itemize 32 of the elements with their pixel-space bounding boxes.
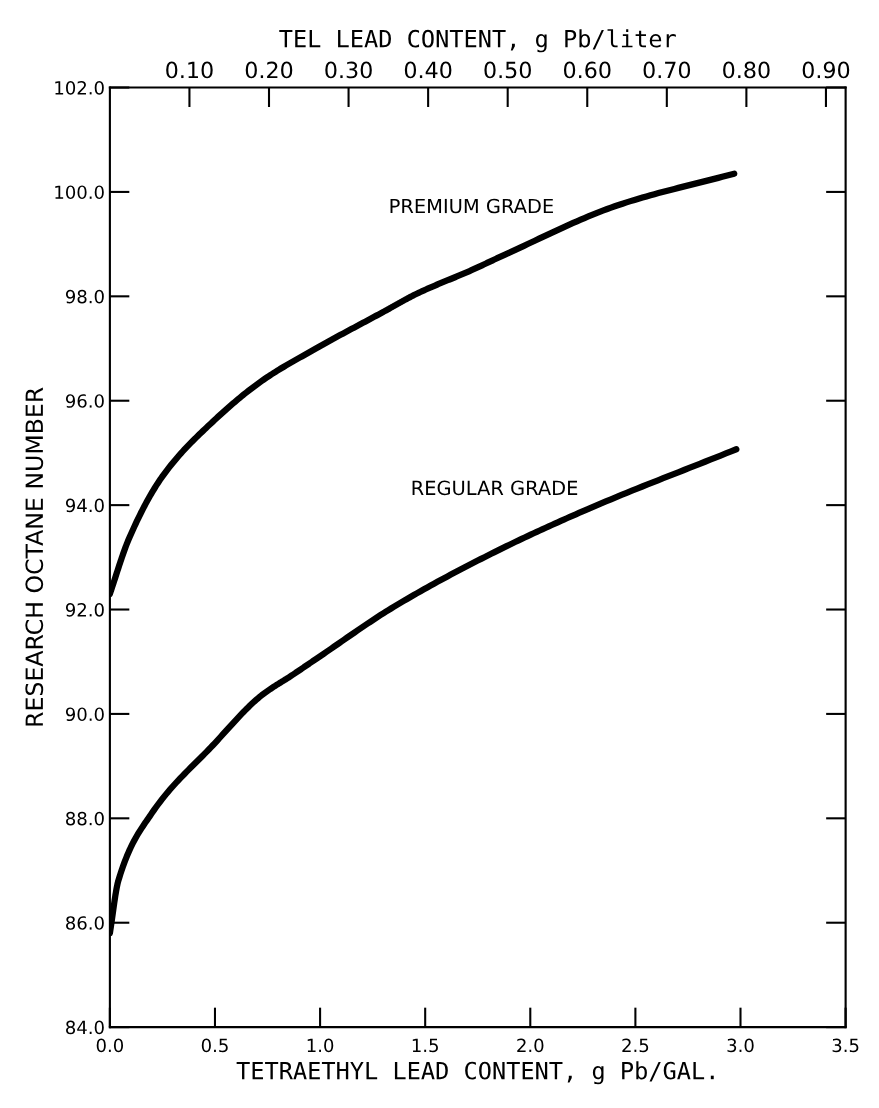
y-tick-label: 88.0 xyxy=(66,811,104,826)
y-tick-label: 102.0 xyxy=(55,80,104,95)
x2-axis-title: TEL LEAD CONTENT, g Pb/liter xyxy=(279,29,676,53)
y-tick-label: 96.0 xyxy=(65,394,104,408)
x2-tick-label: 0.90 xyxy=(802,61,850,79)
y-tick-label: 84.0 xyxy=(66,1020,104,1035)
y-tick-label: 94.0 xyxy=(65,498,104,513)
x2-tick-label: 0.70 xyxy=(643,61,691,79)
x-tick-label: 1.5 xyxy=(412,1038,438,1053)
x2-tick-label: 0.20 xyxy=(245,61,293,79)
y-axis-title: RESEARCH OCTANE NUMBER xyxy=(25,387,44,726)
y-tick-label: 98.0 xyxy=(65,289,104,304)
x-tick-label: 2.5 xyxy=(622,1038,649,1053)
x-tick-label: 2.0 xyxy=(517,1038,544,1053)
y-tick-label: 92.0 xyxy=(65,602,104,617)
x2-tick-label: 0.50 xyxy=(484,61,531,79)
x-tick-label: 0.0 xyxy=(96,1038,124,1053)
y-tick-label: 100.0 xyxy=(55,185,104,200)
x2-tick-label: 0.80 xyxy=(723,61,770,79)
x2-tick-label: 0.10 xyxy=(166,61,213,79)
y-tick-label: 90.0 xyxy=(65,707,104,722)
y-tick-label: 86.0 xyxy=(66,916,104,930)
x-tick-label: 3.0 xyxy=(727,1038,754,1053)
x-tick-label: 1.0 xyxy=(307,1038,334,1053)
x-tick-label: 0.5 xyxy=(201,1038,228,1053)
x2-tick-label: 0.60 xyxy=(563,61,611,79)
series-label: PREMIUM GRADE xyxy=(390,198,553,214)
x-axis-title: TETRAETHYL LEAD CONTENT, g Pb/GAL. xyxy=(236,1061,714,1085)
x-tick-label: 3.5 xyxy=(832,1038,859,1053)
x2-tick-label: 0.40 xyxy=(404,61,452,79)
series-label: REGULAR GRADE xyxy=(412,480,578,496)
x2-tick-label: 0.30 xyxy=(325,61,372,79)
